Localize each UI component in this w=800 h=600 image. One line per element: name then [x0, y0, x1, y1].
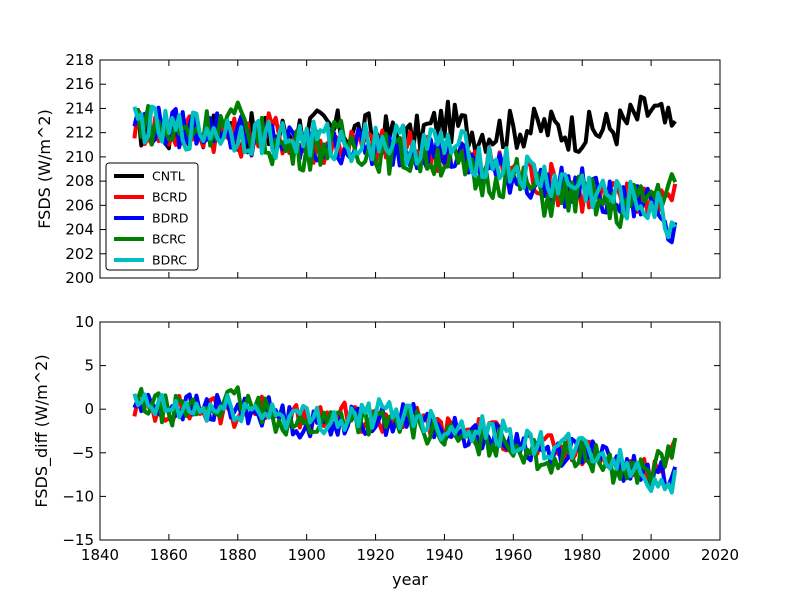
- ytick-label: −10: [62, 487, 94, 505]
- legend-box: [105, 162, 199, 271]
- ytick-label: −5: [72, 444, 94, 462]
- ytick-label: 204: [65, 221, 94, 239]
- ytick-label: −15: [62, 531, 94, 549]
- ytick-label: 200: [65, 269, 94, 287]
- bottom-axes-frame: [99, 321, 721, 541]
- bottom-y-axis-label: FSDS_diff (W/m^2): [32, 354, 52, 507]
- bottom-plot-area: [100, 322, 720, 540]
- xtick-label: 2020: [701, 546, 739, 564]
- ytick-label: 5: [84, 357, 94, 375]
- ytick-label: 206: [65, 196, 94, 214]
- xtick-label: 1960: [494, 546, 532, 564]
- top-series-lines: [132, 94, 678, 245]
- ytick-label: 212: [65, 124, 94, 142]
- ytick-label: 216: [65, 75, 94, 93]
- bottom-panel: −15 −10 −5 0 5 10 1840 1860 1880 1900 1920 1940 196…: [32, 313, 739, 589]
- x-axis-label: year: [392, 570, 428, 589]
- legend-entries: CNTL BCRD BDRD BCRC BDRC: [114, 169, 189, 268]
- top-panel: 200 202 204 206 208 210 212 214 216 218 FSDS (W/m…: [35, 51, 721, 287]
- ytick-label: 214: [65, 99, 94, 117]
- ytick-label: 0: [84, 400, 94, 418]
- top-tick-marks: [99, 59, 721, 279]
- legend-label-bcrd: BCRD: [152, 190, 187, 205]
- legend-label-bcrc: BCRC: [152, 232, 186, 247]
- series-line-bdrc: [132, 104, 677, 239]
- legend: CNTL BCRD BDRD BCRC BDRC: [105, 162, 199, 271]
- legend-label-bdrd: BDRD: [152, 211, 189, 226]
- bottom-xtick-labels: 1840 1860 1880 1900 1920 1940 1960 1980 2000 2020: [81, 546, 739, 564]
- ytick-label: 210: [65, 148, 94, 166]
- ytick-label: 202: [65, 245, 94, 263]
- ytick-label: 208: [65, 172, 94, 190]
- xtick-label: 2000: [632, 546, 670, 564]
- xtick-label: 1900: [288, 546, 326, 564]
- top-axes-frame: [99, 59, 721, 279]
- xtick-label: 1980: [563, 546, 601, 564]
- bottom-tick-marks: [99, 321, 721, 541]
- xtick-label: 1840: [81, 546, 119, 564]
- legend-label-bdrc: BDRC: [152, 253, 187, 268]
- xtick-label: 1940: [425, 546, 463, 564]
- bottom-series-lines: [132, 385, 678, 495]
- xtick-label: 1860: [150, 546, 188, 564]
- xtick-label: 1920: [356, 546, 394, 564]
- ytick-label: 218: [65, 51, 94, 69]
- bottom-ytick-labels: −15 −10 −5 0 5 10: [62, 313, 94, 549]
- legend-label-cntl: CNTL: [152, 169, 185, 184]
- top-ytick-labels: 200 202 204 206 208 210 212 214 216 218: [65, 51, 94, 287]
- series-line-4: [132, 392, 678, 495]
- top-y-axis-label: FSDS (W/m^2): [35, 109, 54, 229]
- ytick-label: 10: [75, 313, 94, 331]
- xtick-label: 1880: [219, 546, 257, 564]
